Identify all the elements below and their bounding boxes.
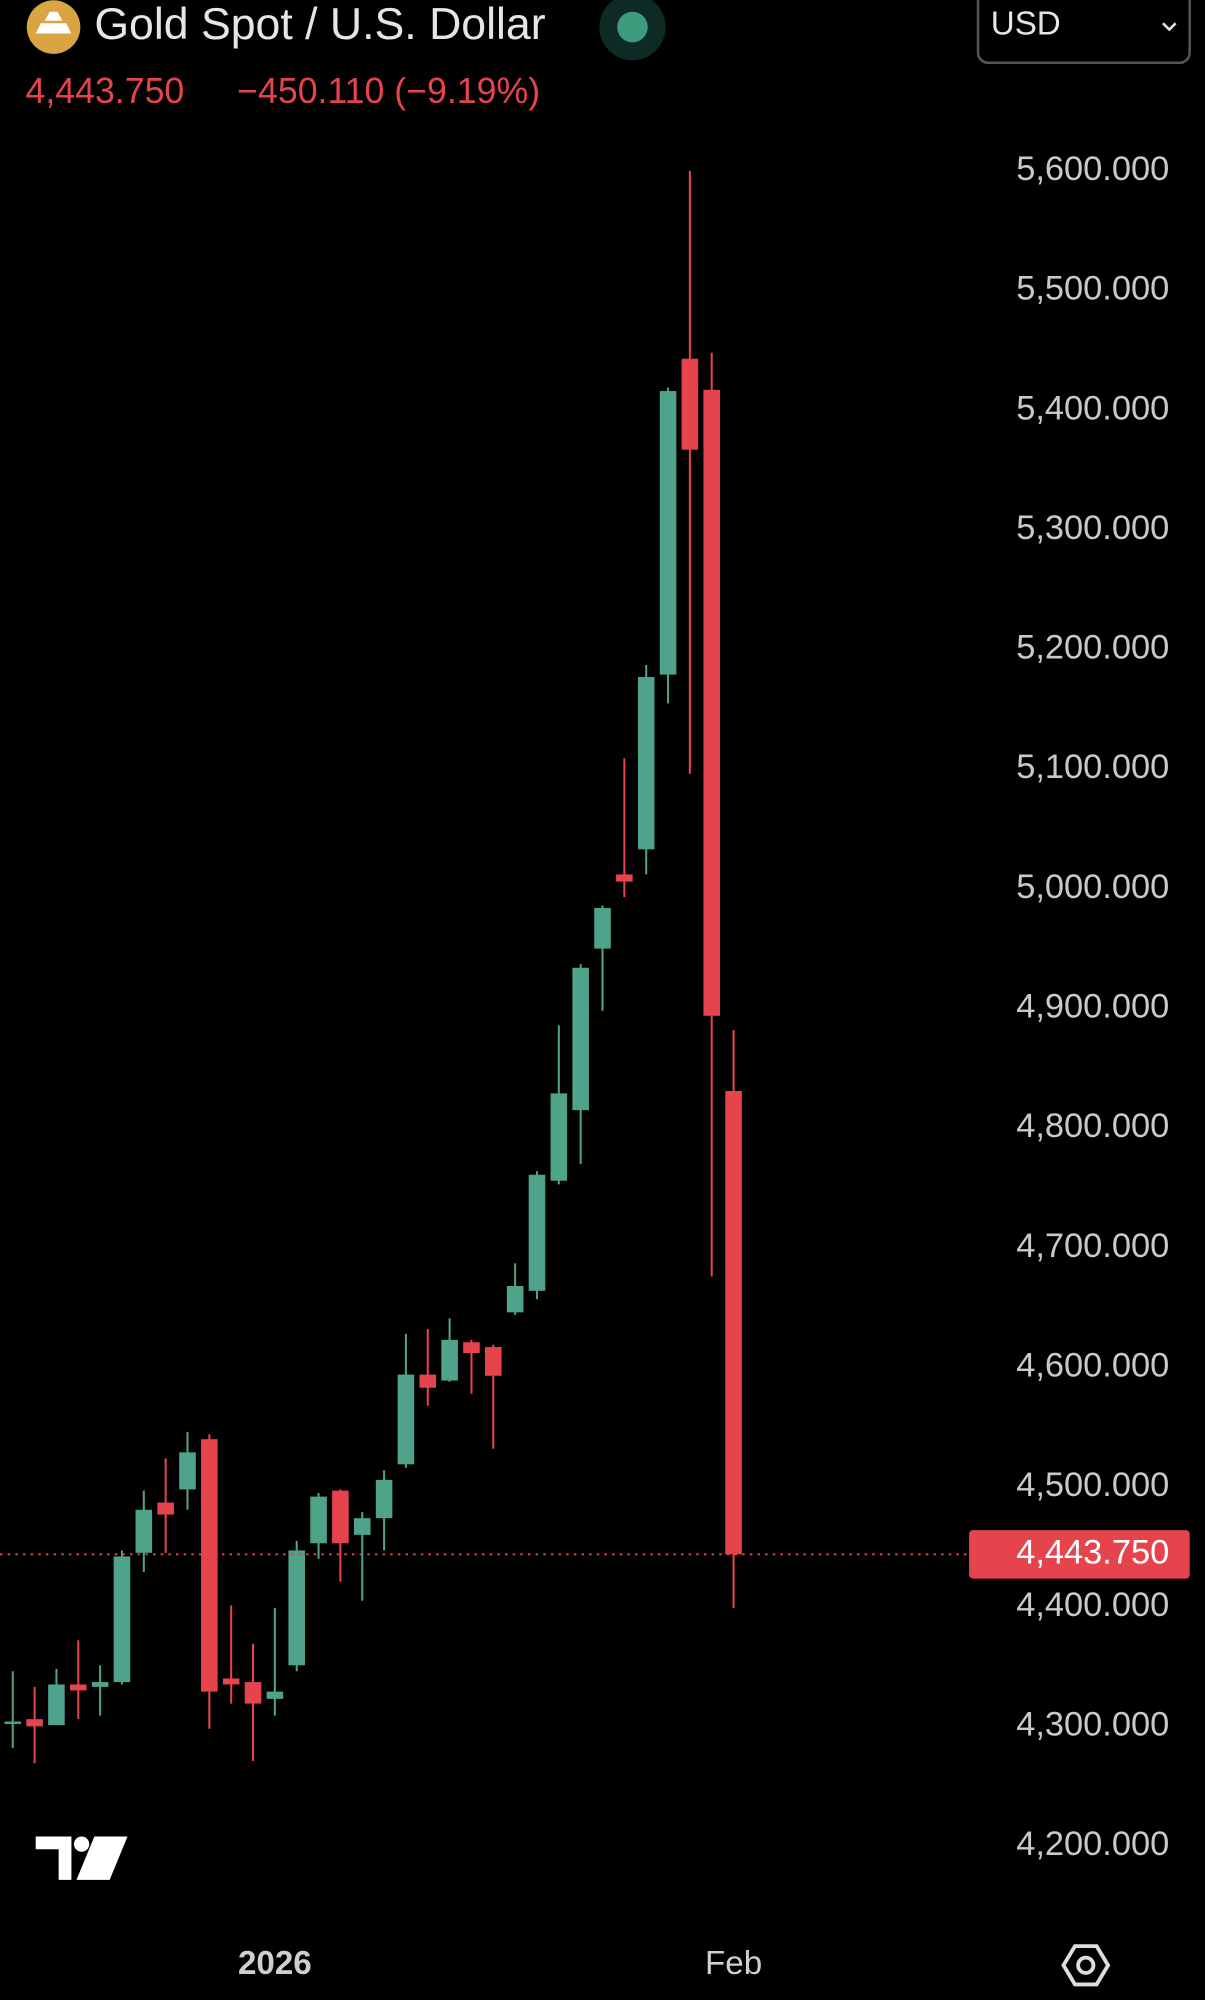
y-tick-label: 4,700.000 (1016, 1227, 1169, 1265)
y-tick-label: 5,500.000 (1016, 270, 1169, 308)
candle-body (26, 1719, 43, 1727)
last-price: 4,443.750 (26, 71, 185, 111)
candle-body (332, 1490, 349, 1544)
candle-body (550, 1093, 568, 1181)
candle-body (725, 1090, 742, 1555)
candle-body (506, 1286, 524, 1313)
y-tick-label: 5,200.000 (1016, 629, 1169, 667)
chart-title: Gold Spot / U.S. Dollar (94, 0, 545, 49)
candle-body (594, 907, 611, 949)
status-dot (617, 11, 648, 43)
currency-select[interactable] (976, 0, 1191, 65)
candle-body (485, 1347, 502, 1376)
tv-logo (35, 1836, 128, 1880)
last-price-tag (969, 1530, 1190, 1579)
y-tick-label: 4,900.000 (1016, 988, 1169, 1026)
candle-body (91, 1682, 109, 1687)
candle-body (681, 358, 699, 450)
dropdown-arrow (1162, 22, 1177, 32)
candle-body (659, 391, 677, 675)
candle-body (637, 677, 655, 850)
y-tick-label: 5,300.000 (1016, 509, 1169, 547)
last-price-tag-label: 4,443.750 (1016, 1533, 1169, 1571)
y-tick-label: 4,200.000 (1016, 1825, 1169, 1863)
y-tick-label: 5,400.000 (1016, 389, 1169, 427)
candle-body (375, 1479, 393, 1519)
gold-bars (35, 11, 72, 34)
candle-body (419, 1374, 437, 1388)
candle-body (4, 1721, 22, 1724)
y-tick-label: 4,500.000 (1016, 1466, 1169, 1504)
y-tick-label: 4,400.000 (1016, 1586, 1169, 1624)
candle-body (222, 1678, 240, 1685)
y-tick-label: 4,300.000 (1016, 1705, 1169, 1743)
candle-body (135, 1509, 153, 1553)
candle-body (441, 1339, 458, 1381)
price-change: −450.110 (−9.19%) (237, 71, 540, 111)
candle-body (572, 967, 589, 1111)
candle-body (157, 1502, 174, 1515)
y-tick-label: 4,600.000 (1016, 1346, 1169, 1384)
candle-body (310, 1496, 327, 1544)
currency-label: USD (991, 6, 1061, 43)
candle-body (397, 1374, 415, 1465)
candle-body (288, 1550, 305, 1666)
candle-body (201, 1439, 218, 1692)
candle-body (353, 1518, 371, 1535)
candle-body (528, 1174, 546, 1291)
candle-body (266, 1691, 284, 1699)
y-tick-label: 5,600.000 (1016, 150, 1169, 188)
candle-body (616, 874, 633, 882)
candle-body (463, 1342, 480, 1354)
x-tick-label: 2026 (238, 1945, 312, 1982)
candle-body (244, 1682, 262, 1704)
settings-icon[interactable] (1061, 1944, 1111, 1987)
candle-body (703, 389, 721, 1016)
x-tick-label: Feb (705, 1945, 762, 1982)
candle-body (48, 1684, 65, 1726)
candle-body (179, 1452, 196, 1490)
candle-body (113, 1556, 131, 1683)
candle-body (69, 1684, 87, 1691)
y-tick-label: 5,000.000 (1016, 868, 1169, 906)
y-tick-label: 5,100.000 (1016, 748, 1169, 786)
y-tick-label: 4,800.000 (1016, 1107, 1169, 1145)
